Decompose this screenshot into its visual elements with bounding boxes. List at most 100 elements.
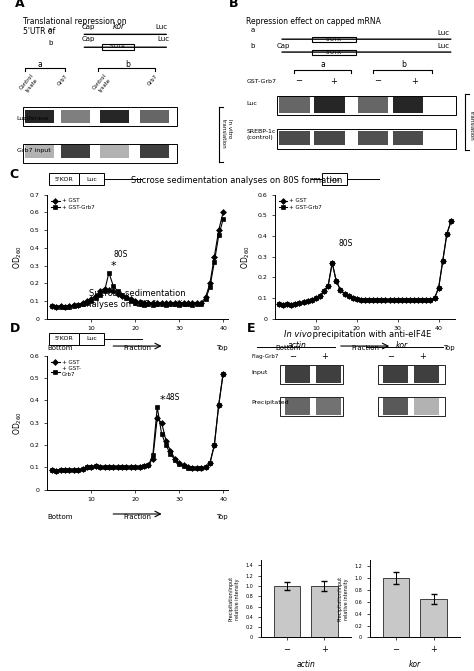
Bar [358, 97, 388, 113]
+ GST-
Grb7 [97, 464, 103, 472]
Bar [414, 366, 439, 382]
Bar [23, 107, 177, 126]
+ GST [150, 299, 155, 307]
+ GST-
Grb7 [220, 370, 226, 378]
+ GST-Grb7 [350, 294, 356, 302]
Text: precipitation with anti-eIF4E: precipitation with anti-eIF4E [310, 330, 432, 339]
Text: A: A [15, 0, 25, 10]
Bar [140, 110, 169, 123]
+ GST [80, 465, 85, 473]
+ GST [150, 454, 155, 462]
+ GST [216, 401, 221, 409]
+ GST-Grb7 [432, 294, 438, 302]
Text: Top: Top [216, 345, 228, 351]
Text: 5'UTR: 5'UTR [326, 50, 342, 55]
Text: Translational repression on
5'UTR of: Translational repression on 5'UTR of [23, 17, 127, 36]
Text: Control
lysate: Control lysate [19, 73, 40, 95]
+ GST [289, 301, 294, 309]
+ GST [137, 298, 143, 306]
+ GST [97, 287, 103, 295]
+ GST [141, 299, 147, 307]
Text: Bottom: Bottom [47, 345, 73, 351]
Text: −: − [290, 352, 296, 361]
Y-axis label: OD$_{260}$: OD$_{260}$ [12, 411, 24, 435]
+ GST [75, 466, 81, 474]
+ GST [211, 253, 217, 261]
+ GST-
Grb7 [128, 464, 134, 472]
+ GST [436, 284, 441, 292]
Text: D: D [9, 323, 20, 336]
+ GST [190, 464, 195, 472]
Text: Grb7 input: Grb7 input [17, 148, 51, 153]
+ GST-Grb7 [334, 278, 339, 286]
Text: 48S: 48S [166, 393, 181, 403]
+ GST [132, 297, 138, 305]
+ GST-
Grb7 [84, 464, 90, 472]
+ GST-
Grb7 [101, 464, 107, 472]
+ GST [66, 302, 72, 310]
+ GST-
Grb7 [62, 466, 68, 474]
+ GST-Grb7 [362, 296, 368, 304]
+ GST [119, 292, 125, 300]
Text: Luc: Luc [437, 30, 449, 36]
Text: kor: kor [395, 341, 408, 350]
Text: Control
lysate: Control lysate [92, 73, 113, 95]
+ GST [198, 464, 204, 472]
+ GST [115, 290, 120, 298]
Text: *: * [159, 395, 165, 405]
+ GST [75, 301, 81, 309]
+ GST [276, 300, 282, 308]
+ GST [444, 230, 450, 238]
Bar [281, 397, 343, 416]
+ GST-Grb7 [80, 300, 85, 308]
+ GST [132, 464, 138, 472]
Text: 5'UTR: 5'UTR [326, 37, 342, 42]
+ GST [354, 295, 360, 303]
Text: Bottom: Bottom [47, 515, 73, 520]
+ GST [379, 296, 384, 304]
+ GST [194, 464, 200, 472]
+ GST [155, 414, 160, 422]
+ GST [110, 287, 116, 295]
Text: Grb7: Grb7 [146, 73, 158, 86]
+ GST-Grb7 [374, 296, 380, 304]
Line: + GST: + GST [50, 210, 225, 309]
Bar [378, 397, 445, 416]
+ GST [362, 296, 368, 304]
+ GST [119, 464, 125, 472]
Bar [414, 398, 439, 415]
+ GST [128, 295, 134, 303]
+ GST [346, 292, 351, 300]
+ GST-Grb7 [419, 296, 425, 304]
Bar [284, 366, 310, 382]
X-axis label: kor: kor [409, 660, 421, 668]
+ GST-
Grb7 [106, 464, 112, 472]
+ GST [220, 208, 226, 216]
+ GST-Grb7 [305, 297, 310, 305]
+ GST [432, 294, 438, 302]
+ GST [292, 300, 298, 308]
+ GST-Grb7 [155, 300, 160, 308]
+ GST-Grb7 [424, 296, 429, 304]
Bar [100, 110, 129, 123]
+ GST [71, 301, 77, 309]
+ GST-Grb7 [346, 292, 351, 300]
Bar [102, 44, 134, 50]
+ GST-
Grb7 [132, 464, 138, 472]
+ GST [207, 279, 213, 287]
Bar [316, 366, 341, 382]
+ GST-Grb7 [194, 300, 200, 308]
+ GST [54, 467, 59, 475]
Bar [316, 398, 341, 415]
+ GST-
Grb7 [58, 466, 64, 474]
Bar [61, 110, 90, 123]
Line: + GST-Grb7: + GST-Grb7 [49, 217, 226, 309]
Text: a: a [48, 27, 52, 33]
Text: Cap: Cap [277, 43, 291, 49]
+ GST-Grb7 [366, 296, 372, 304]
Text: Fraction: Fraction [123, 345, 152, 351]
+ GST-Grb7 [297, 299, 302, 307]
+ GST-Grb7 [411, 296, 417, 304]
Text: Luc: Luc [155, 23, 167, 30]
+ GST-Grb7 [132, 299, 138, 307]
